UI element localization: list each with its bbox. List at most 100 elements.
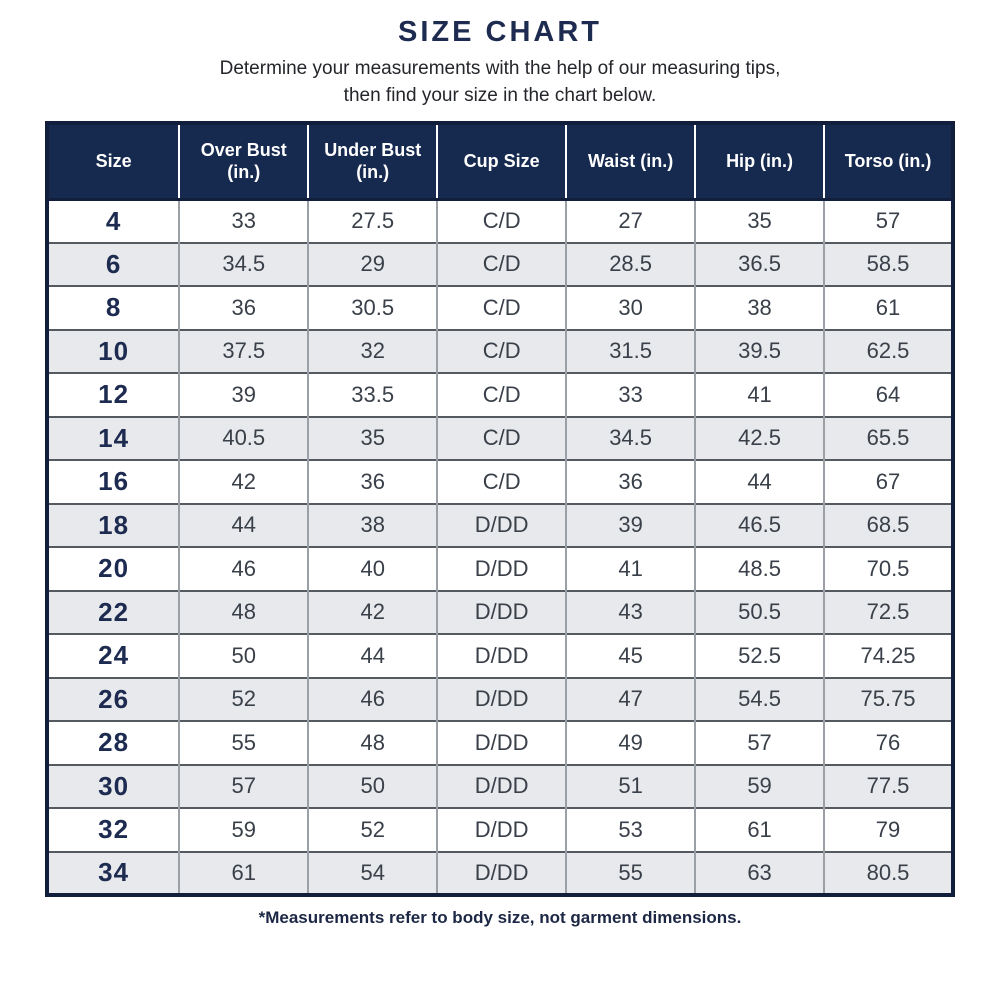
size-cell: 14 (47, 415, 180, 461)
size-cell: 24 (47, 633, 180, 678)
table-row: 16 42 36 C/D 36 44 67 (47, 459, 953, 504)
measurement-cell: 61 (823, 285, 953, 330)
measurement-cell: 67 (823, 459, 953, 504)
table-row: 22 48 42 D/DD 43 50.5 72.5 (47, 589, 953, 635)
measurement-cell: 46.5 (694, 502, 825, 548)
measurement-cell: 46 (178, 546, 309, 591)
size-cell: 4 (105, 205, 122, 236)
size-table-body: 4 33 27.5 C/D 27 35 57 6 34.5 29 C/D 28.5 36.5 58.5 8 3… (47, 199, 953, 896)
measurement-cell: 33 (178, 199, 309, 243)
size-cell: 16 (47, 459, 180, 504)
measurement-cell: 51 (565, 763, 696, 809)
measurement-cell: 39.5 (694, 328, 825, 374)
measurement-cell: 48 (178, 589, 309, 635)
table-row: 8 36 30.5 C/D 30 38 61 (47, 285, 953, 330)
column-header-1: Over Bust (in.) (178, 123, 309, 201)
measurement-cell: 30.5 (307, 285, 438, 330)
measurement-cell: 75.75 (823, 676, 953, 722)
measurement-cell: 39 (178, 372, 309, 417)
size-cell: 10 (47, 328, 180, 374)
measurement-cell: 44 (178, 502, 309, 548)
measurement-cell: 43 (565, 589, 696, 635)
measurement-cell: 29 (307, 241, 438, 287)
measurement-cell: C/D (436, 241, 567, 287)
measurement-cell: D/DD (436, 589, 567, 635)
table-row: 34 61 54 D/DD 55 63 80.5 (47, 850, 953, 896)
measurement-cell: 38 (307, 502, 438, 548)
measurement-cell: 36.5 (694, 241, 825, 287)
measurement-cell: D/DD (436, 850, 567, 896)
measurement-cell: 74.25 (823, 633, 953, 678)
measurement-cell: C/D (436, 328, 567, 374)
measurement-cell: 33.5 (307, 372, 438, 417)
measurement-cell: D/DD (436, 807, 567, 852)
page-title: SIZE CHART (398, 16, 602, 48)
measurement-cell: 76 (823, 720, 953, 765)
measurement-cell: 37.5 (178, 328, 309, 374)
table-row: 4 33 27.5 C/D 27 35 57 (47, 199, 953, 243)
measurement-cell: 47 (565, 676, 696, 722)
measurement-cell: 35 (307, 415, 438, 461)
measurement-cell: 57 (178, 763, 309, 809)
measurement-cell: 61 (178, 850, 309, 896)
measurement-cell: 77.5 (823, 763, 953, 809)
measurement-cell: 27.5 (307, 199, 438, 243)
measurement-cell: 57 (694, 720, 825, 765)
measurement-cell: D/DD (436, 502, 567, 548)
measurement-cell: C/D (436, 199, 567, 243)
size-cell: 20 (47, 546, 180, 591)
size-cell: 28 (47, 720, 180, 765)
column-header-3: Cup Size (436, 123, 567, 201)
measurement-cell: 34.5 (565, 415, 696, 461)
measurement-cell: 59 (694, 763, 825, 809)
table-row: 32 59 52 D/DD 53 61 79 (47, 807, 953, 852)
measurement-cell: 36 (307, 459, 438, 504)
measurement-cell: 39 (565, 502, 696, 548)
table-row: 14 40.5 35 C/D 34.5 42.5 65.5 (47, 415, 953, 461)
table-row: 10 37.5 32 C/D 31.5 39.5 62.5 (47, 328, 953, 374)
measurement-cell: 79 (823, 807, 953, 852)
table-row: 12 39 33.5 C/D 33 41 64 (47, 372, 953, 417)
measurement-cell: 64 (823, 372, 953, 417)
size-cell: 32 (47, 807, 180, 852)
size-cell: 34 (47, 850, 180, 896)
table-row: 18 44 38 D/DD 39 46.5 68.5 (47, 502, 953, 548)
table-row: 26 52 46 D/DD 47 54.5 75.75 (47, 676, 953, 722)
measurement-cell: 33 (565, 372, 696, 417)
measurement-cell: 40.5 (178, 415, 309, 461)
column-header-2: Under Bust (in.) (307, 123, 438, 201)
table-row: 28 55 48 D/DD 49 57 76 (47, 720, 953, 765)
measurement-cell: 42 (178, 459, 309, 504)
table-row: 24 50 44 D/DD 45 52.5 74.25 (47, 633, 953, 678)
column-header-6: Torso (in.) (823, 123, 953, 201)
measurement-cell: 54.5 (694, 676, 825, 722)
measurement-cell: 44 (694, 459, 825, 504)
measurement-cell: 48.5 (694, 546, 825, 591)
measurement-cell: C/D (436, 415, 567, 461)
measurement-cell: 27 (565, 199, 696, 243)
table-row: 30 57 50 D/DD 51 59 77.5 (47, 763, 953, 809)
size-cell: 22 (47, 589, 180, 635)
measurement-cell: D/DD (436, 763, 567, 809)
measurement-cell: 58.5 (823, 241, 953, 287)
size-cell: 12 (47, 372, 180, 417)
measurement-cell: 44 (307, 633, 438, 678)
measurement-cell: 35 (694, 199, 825, 243)
measurement-cell: 70.5 (823, 546, 953, 591)
measurement-cell: 28.5 (565, 241, 696, 287)
measurement-cell: 30 (565, 285, 696, 330)
size-cell: 26 (47, 676, 180, 722)
measurement-cell: 53 (565, 807, 696, 852)
measurement-cell: 57 (823, 199, 953, 243)
measurement-cell: 50 (307, 763, 438, 809)
column-header-5: Hip (in.) (694, 123, 825, 201)
column-header-4: Waist (in.) (565, 123, 696, 201)
measurement-cell: 38 (694, 285, 825, 330)
measurement-cell: 41 (565, 546, 696, 591)
measurement-cell: C/D (436, 372, 567, 417)
table-row: 6 34.5 29 C/D 28.5 36.5 58.5 (47, 241, 953, 287)
measurement-cell: D/DD (436, 546, 567, 591)
measurement-cell: 52 (178, 676, 309, 722)
measurement-cell: 40 (307, 546, 438, 591)
